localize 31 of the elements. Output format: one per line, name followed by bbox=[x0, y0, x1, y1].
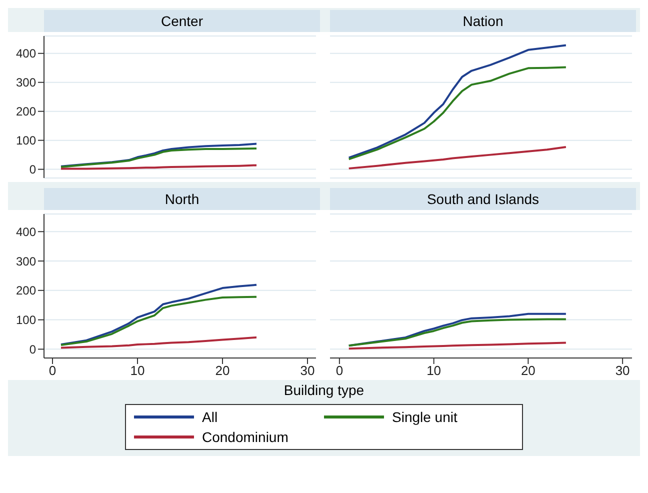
y-tick-label: 300 bbox=[16, 254, 36, 268]
chart-title: Nation bbox=[330, 10, 636, 32]
y-tick-label: 0 bbox=[29, 162, 36, 177]
x-tick-label: 0 bbox=[336, 363, 344, 378]
x-tick-label: 0 bbox=[48, 363, 56, 378]
chart-title: Center bbox=[44, 10, 320, 32]
y-tick-label: 200 bbox=[16, 104, 36, 119]
line-series bbox=[60, 142, 258, 168]
x-tick-label: 30 bbox=[300, 363, 315, 378]
y-tick-label: 400 bbox=[16, 46, 36, 61]
line-series bbox=[60, 284, 258, 346]
legend-label: Condominium bbox=[202, 429, 288, 445]
line-series bbox=[60, 147, 258, 168]
x-tick-label: 10 bbox=[426, 363, 442, 378]
legend-label: Single unit bbox=[392, 409, 458, 425]
x-axis-title: Building type bbox=[282, 382, 366, 398]
x-tick-label: 10 bbox=[130, 363, 145, 378]
x-tick-label: 20 bbox=[520, 363, 536, 378]
y-tick-label: 200 bbox=[16, 284, 36, 298]
y-tick-label: 0 bbox=[29, 342, 36, 356]
x-tick-label: 20 bbox=[215, 363, 230, 378]
line-series bbox=[60, 336, 258, 349]
x-tick-label: 30 bbox=[615, 363, 630, 378]
legend-label: All bbox=[202, 409, 218, 425]
chart-title: North bbox=[44, 188, 320, 210]
y-tick-label: 300 bbox=[16, 76, 36, 90]
line-series bbox=[60, 296, 258, 346]
y-tick-label: 400 bbox=[16, 224, 36, 239]
chart-title: South and Islands bbox=[330, 188, 636, 210]
y-tick-label: 100 bbox=[16, 134, 36, 148]
y-tick-label: 100 bbox=[16, 313, 36, 328]
